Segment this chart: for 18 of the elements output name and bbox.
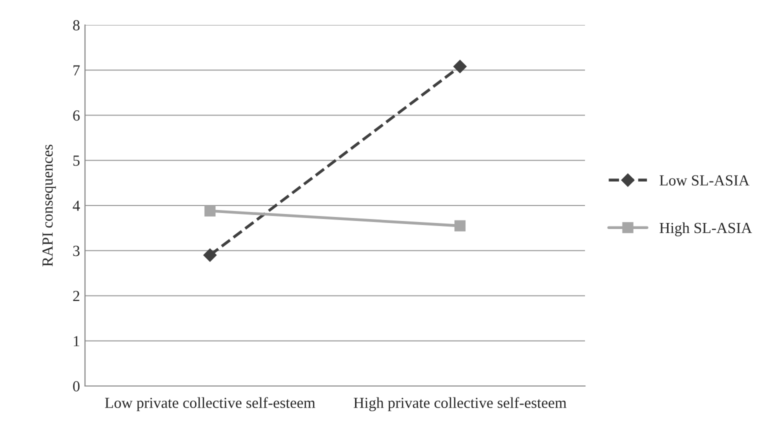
y-tick-label: 0 — [73, 381, 80, 392]
point — [454, 220, 466, 232]
y-tick-label: 3 — [73, 246, 80, 256]
point — [453, 60, 467, 74]
y-tick-label: 8 — [73, 20, 80, 30]
legend-label: High SL-ASIA — [660, 222, 752, 236]
point — [204, 205, 216, 216]
x-tick-label: Low private collective self-esteem — [105, 397, 316, 412]
y-tick-label: 4 — [72, 200, 80, 211]
y-axis-title: RAPI consequences — [42, 144, 56, 266]
legend-label: Low SL-ASIA — [660, 175, 750, 186]
y-tick-label: 5 — [73, 156, 80, 166]
x-tick-label: High private collective self-esteem — [354, 397, 566, 412]
point — [203, 248, 217, 262]
y-tick-label: 1 — [74, 336, 80, 346]
y-tick-label: 2 — [73, 290, 80, 302]
y-tick-label: 6 — [73, 110, 80, 121]
y-tick-label: 7 — [74, 65, 80, 76]
